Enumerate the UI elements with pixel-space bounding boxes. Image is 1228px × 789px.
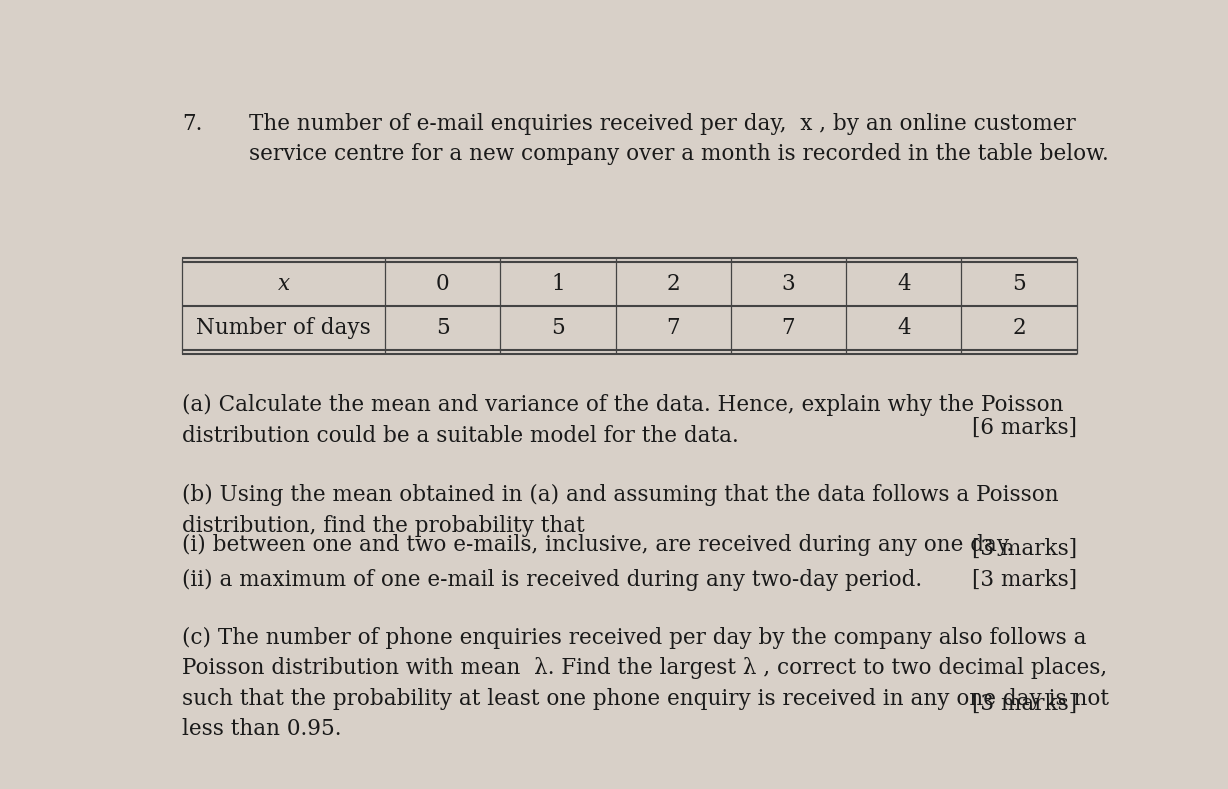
Text: 7.: 7.	[182, 113, 203, 135]
Text: 5: 5	[436, 317, 449, 339]
Text: 7: 7	[782, 317, 796, 339]
Text: 0: 0	[436, 273, 449, 295]
Text: 3: 3	[781, 273, 796, 295]
Text: Number of days: Number of days	[196, 317, 371, 339]
Text: [6 marks]: [6 marks]	[971, 417, 1077, 439]
Text: [3 marks]: [3 marks]	[971, 693, 1077, 715]
Text: x: x	[278, 273, 290, 295]
Text: (c) The number of phone enquiries received per day by the company also follows a: (c) The number of phone enquiries receiv…	[182, 627, 1109, 740]
Text: [3 marks]: [3 marks]	[971, 569, 1077, 591]
Text: 1: 1	[551, 273, 565, 295]
Text: 5: 5	[1012, 273, 1025, 295]
Text: 4: 4	[896, 273, 910, 295]
Text: The number of e-mail enquiries received per day,  x , by an online customer
serv: The number of e-mail enquiries received …	[248, 113, 1109, 166]
Text: (a) Calculate the mean and variance of the data. Hence, explain why the Poisson
: (a) Calculate the mean and variance of t…	[182, 394, 1063, 447]
Text: (i) between one and two e-mails, inclusive, are received during any one day.: (i) between one and two e-mails, inclusi…	[182, 534, 1013, 556]
Text: 2: 2	[1012, 317, 1025, 339]
Text: 4: 4	[896, 317, 910, 339]
Text: 2: 2	[667, 273, 680, 295]
Text: (b) Using the mean obtained in (a) and assuming that the data follows a Poisson
: (b) Using the mean obtained in (a) and a…	[182, 484, 1059, 537]
Text: (ii) a maximum of one e-mail is received during any two-day period.: (ii) a maximum of one e-mail is received…	[182, 569, 922, 591]
Text: [3 marks]: [3 marks]	[971, 537, 1077, 559]
Text: 5: 5	[551, 317, 565, 339]
Text: 7: 7	[667, 317, 680, 339]
